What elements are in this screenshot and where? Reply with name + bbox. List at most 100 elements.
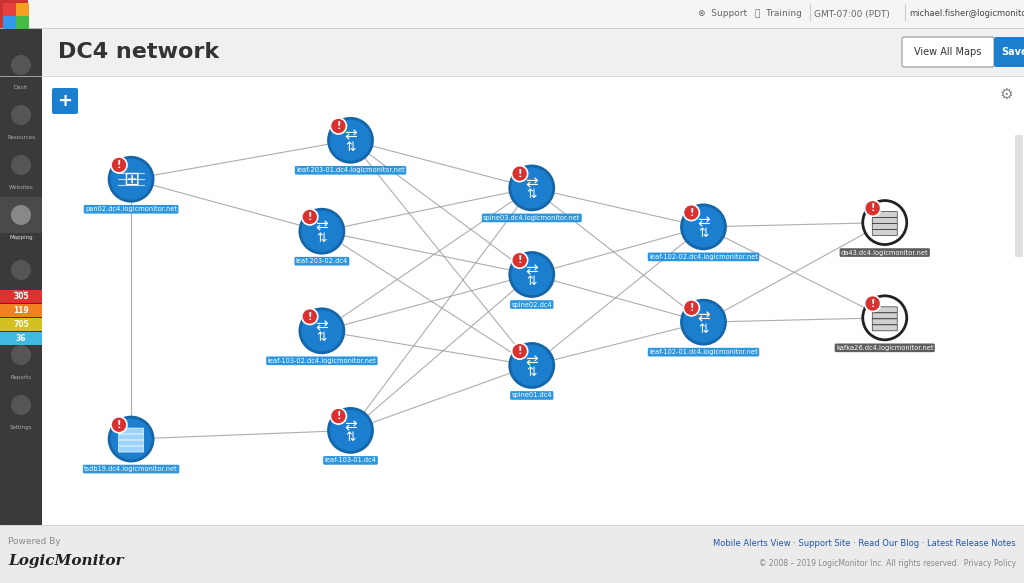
Text: View All Maps: View All Maps [914,47,982,57]
FancyBboxPatch shape [52,88,78,114]
FancyBboxPatch shape [119,440,143,446]
Circle shape [11,205,31,225]
Text: Settings: Settings [10,425,32,430]
Text: !: ! [307,311,312,321]
Text: ⇄: ⇄ [697,215,710,229]
FancyBboxPatch shape [872,223,897,230]
Circle shape [11,55,31,75]
Circle shape [682,300,725,344]
Circle shape [510,343,554,388]
Circle shape [512,343,527,359]
Circle shape [864,296,881,311]
Text: ⇅: ⇅ [316,231,327,245]
Circle shape [510,166,554,210]
Text: ⇄: ⇄ [525,175,539,191]
Circle shape [510,252,554,297]
Text: leaf-102-01.dc4.logicmonitor.net: leaf-102-01.dc4.logicmonitor.net [649,349,758,355]
Text: Dash: Dash [14,85,28,90]
Circle shape [302,209,317,225]
Circle shape [11,395,31,415]
Text: leaf-203-02.dc4: leaf-203-02.dc4 [296,258,348,264]
Text: ⇄: ⇄ [315,219,329,234]
Circle shape [110,417,154,461]
Text: kafka26.dc4.logicmonitor.net: kafka26.dc4.logicmonitor.net [836,345,934,351]
FancyBboxPatch shape [994,37,1024,67]
Text: ⚙: ⚙ [999,86,1013,101]
Text: michael.fisher@logicmonitor.com: michael.fisher@logicmonitor.com [909,9,1024,19]
FancyBboxPatch shape [872,325,897,331]
Text: ⇄: ⇄ [525,262,539,277]
Circle shape [11,155,31,175]
Circle shape [11,260,31,280]
Circle shape [863,201,906,244]
Circle shape [300,309,344,353]
Text: GMT-07:00 (PDT): GMT-07:00 (PDT) [814,9,890,19]
Circle shape [512,166,527,182]
Text: 🎓  Training: 🎓 Training [755,9,802,19]
Text: ⊞: ⊞ [123,170,139,189]
Text: ⇅: ⇅ [698,227,709,240]
FancyBboxPatch shape [902,37,994,67]
Text: !: ! [117,420,121,430]
Circle shape [329,409,373,452]
Text: !: ! [336,411,341,421]
FancyBboxPatch shape [0,318,42,331]
FancyBboxPatch shape [872,230,897,236]
Text: !: ! [870,298,874,308]
Text: !: ! [117,160,121,170]
FancyBboxPatch shape [872,307,897,313]
Text: 119: 119 [13,306,29,315]
Text: © 2008 – 2019 LogicMonitor Inc. All rights reserved.  Privacy Policy: © 2008 – 2019 LogicMonitor Inc. All righ… [759,559,1016,567]
Circle shape [683,205,699,220]
Circle shape [302,308,317,325]
Text: leaf-103-02.dc4.logicmonitor.net: leaf-103-02.dc4.logicmonitor.net [267,358,376,364]
FancyBboxPatch shape [0,290,42,303]
FancyBboxPatch shape [872,319,897,325]
FancyBboxPatch shape [119,428,143,434]
FancyBboxPatch shape [16,16,29,29]
Text: Mapping: Mapping [9,235,33,240]
Text: leaf-203-01.dc4.logicmonitor.net: leaf-203-01.dc4.logicmonitor.net [296,167,404,173]
FancyBboxPatch shape [3,3,16,16]
Circle shape [512,252,527,268]
Text: Websites: Websites [8,185,34,190]
FancyBboxPatch shape [0,0,28,28]
Text: DC4 network: DC4 network [58,42,219,62]
Text: pan02.dc4.logicmonitor.net: pan02.dc4.logicmonitor.net [85,206,177,212]
Circle shape [863,296,906,340]
FancyBboxPatch shape [42,28,1024,76]
Circle shape [300,209,344,253]
FancyBboxPatch shape [0,197,42,233]
Text: !: ! [517,168,522,178]
Text: LogicMonitor: LogicMonitor [8,554,124,568]
Circle shape [683,300,699,316]
Text: leaf-103-01.dc4: leaf-103-01.dc4 [325,458,377,463]
Text: tsdb19.dc4.logicmonitor.net: tsdb19.dc4.logicmonitor.net [84,466,178,472]
Text: !: ! [336,121,341,131]
Circle shape [11,105,31,125]
Circle shape [111,157,127,173]
Text: ⇅: ⇅ [316,331,327,345]
FancyBboxPatch shape [872,217,897,223]
Circle shape [110,157,154,201]
Text: ⇅: ⇅ [345,141,355,154]
Text: !: ! [307,212,312,222]
FancyBboxPatch shape [0,28,42,525]
Text: +: + [57,92,73,110]
Circle shape [682,205,725,249]
Text: ⇅: ⇅ [698,322,709,336]
Text: !: ! [517,255,522,265]
FancyBboxPatch shape [16,3,29,16]
Text: Powered By: Powered By [8,536,60,546]
Text: 36: 36 [15,334,27,343]
FancyBboxPatch shape [872,313,897,319]
Text: Mobile Alerts View · Support Site · Read Our Blog · Latest Release Notes: Mobile Alerts View · Support Site · Read… [714,539,1016,547]
Text: ⇄: ⇄ [315,318,329,333]
Text: Alerts: Alerts [13,290,29,295]
Text: ⇅: ⇅ [526,188,537,201]
Text: da43.dc4.logicmonitor.net: da43.dc4.logicmonitor.net [841,250,929,255]
Text: spine03.dc4.logicmonitor.net: spine03.dc4.logicmonitor.net [483,215,581,221]
Text: ⇄: ⇄ [525,353,539,368]
Text: ⇅: ⇅ [526,366,537,379]
Circle shape [11,345,31,365]
